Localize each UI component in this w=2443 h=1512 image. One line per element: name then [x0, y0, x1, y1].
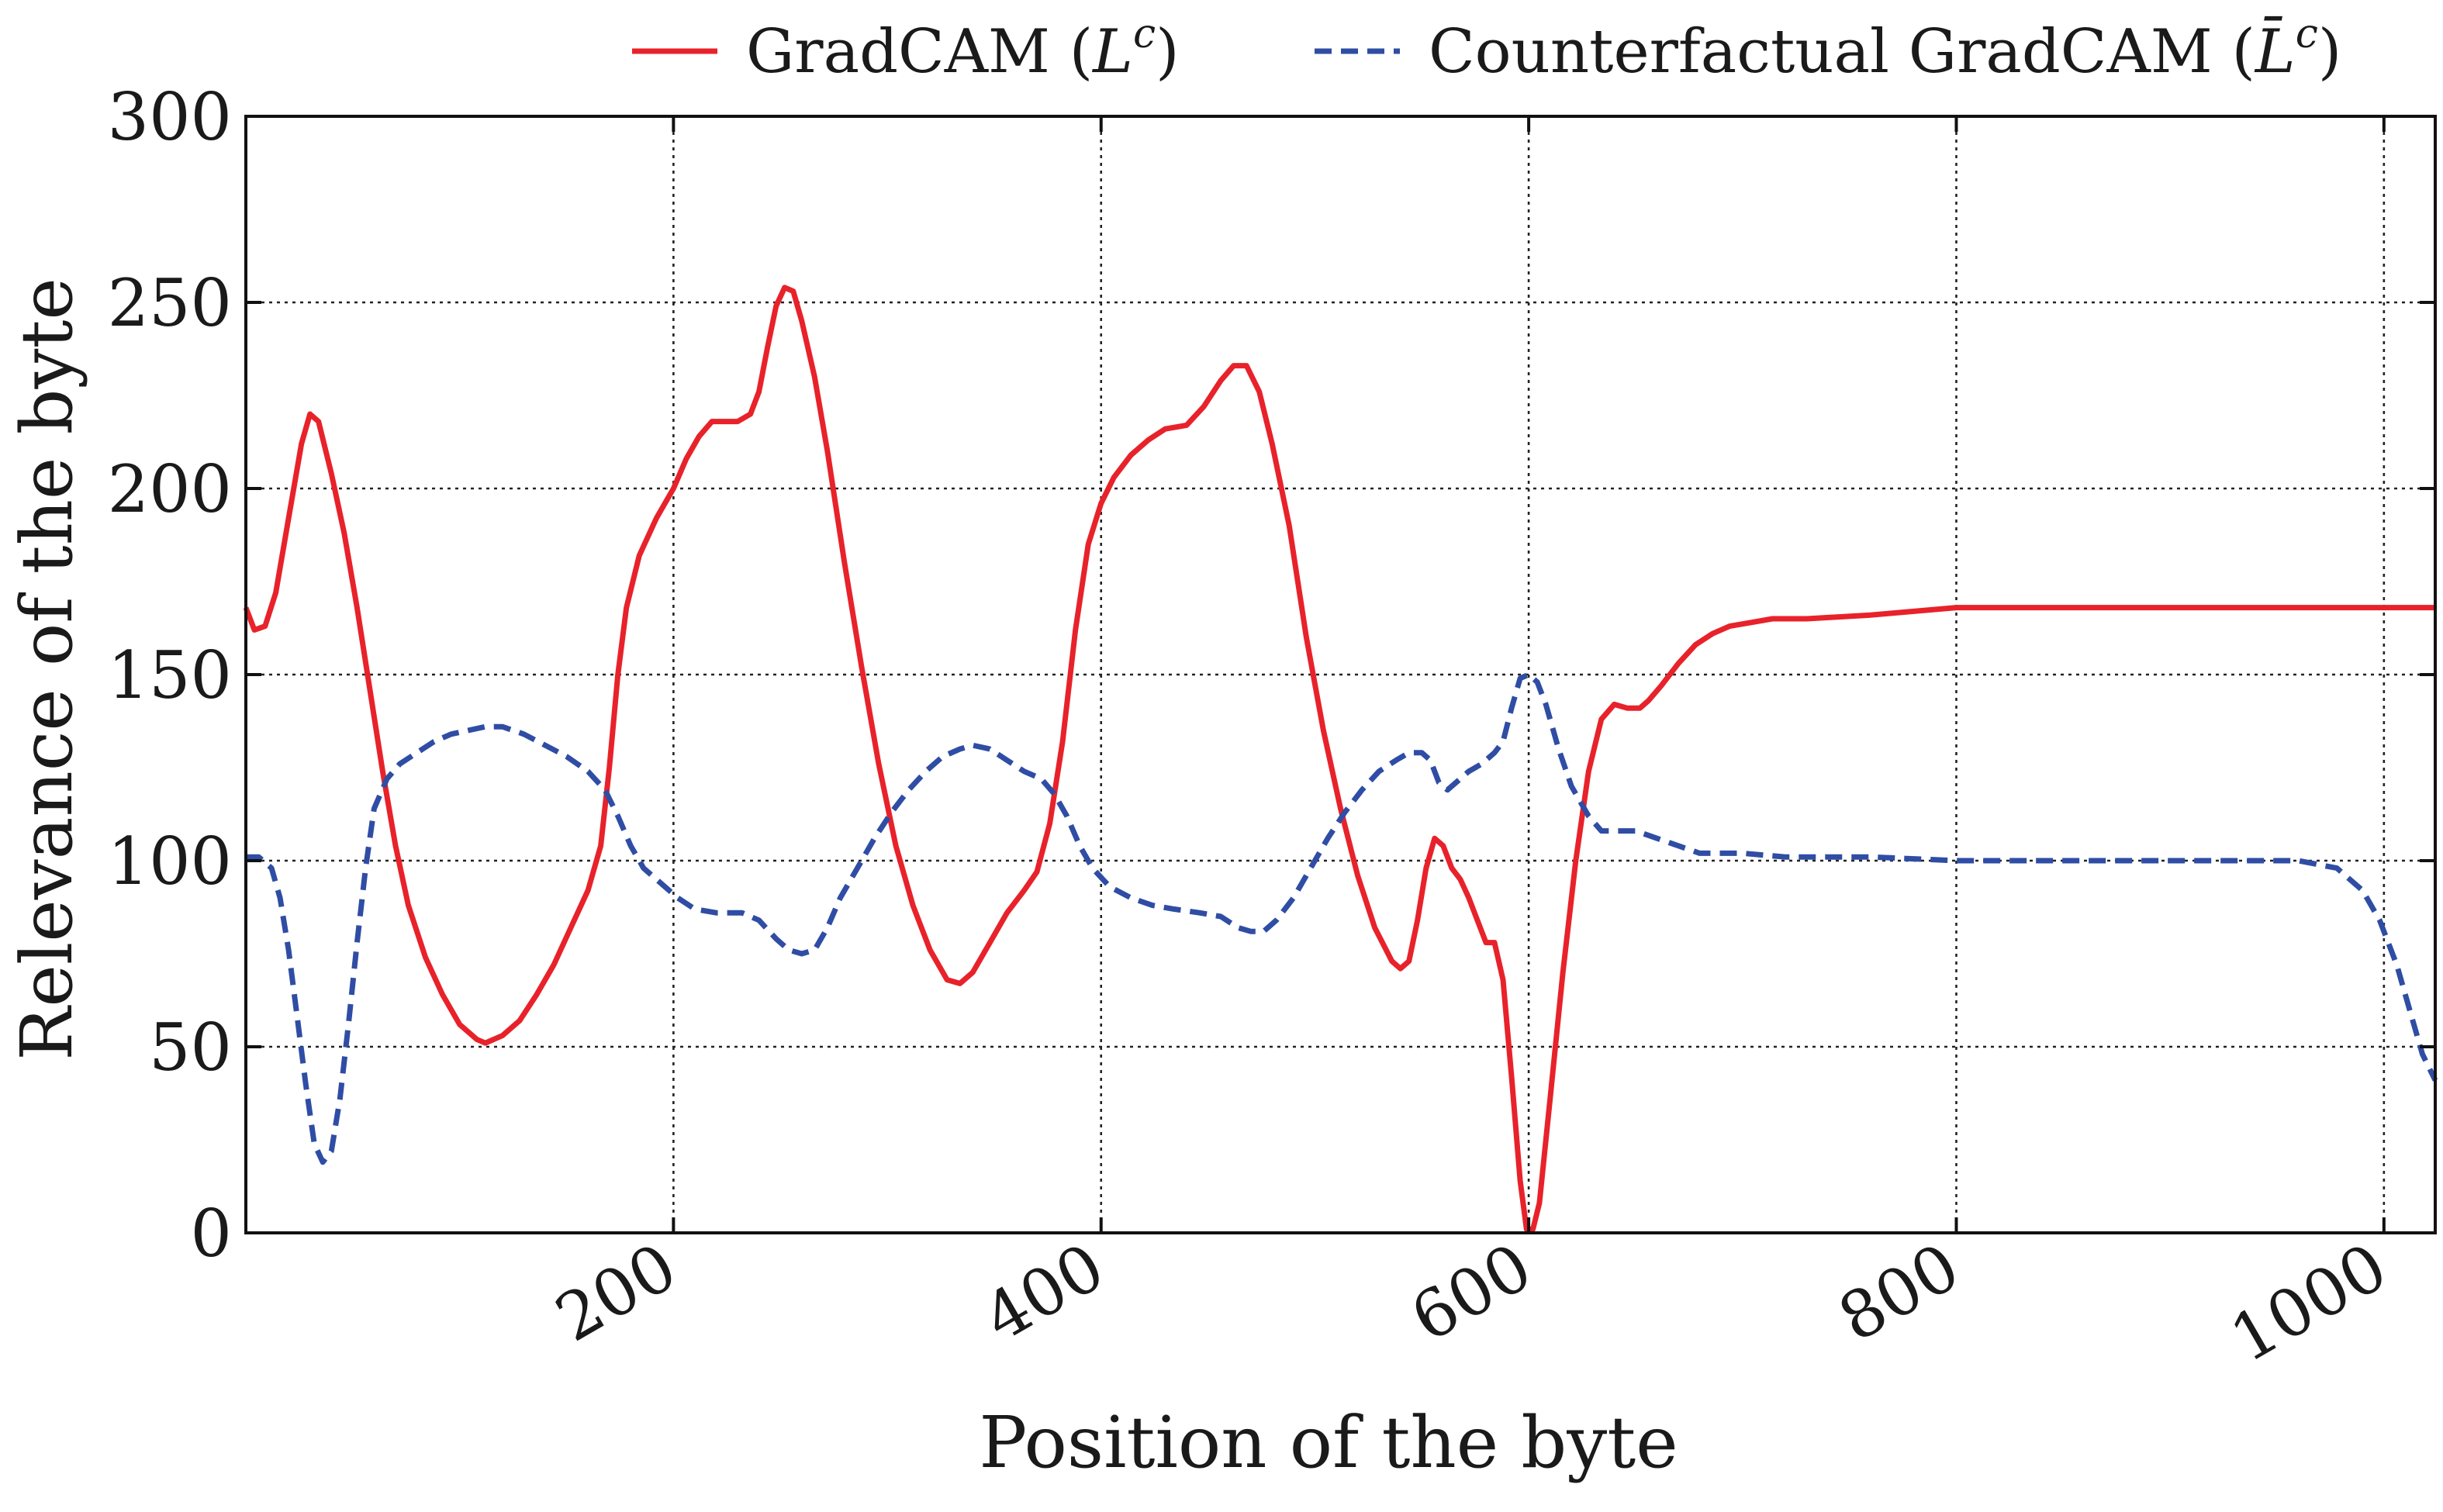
y-tick-label-250: 250	[108, 265, 232, 341]
grid-lines	[246, 116, 2435, 1233]
y-tick-label-50: 50	[149, 1010, 232, 1086]
x-tick-label-200: 200	[544, 1228, 689, 1356]
legend-label-counterfactual: Counterfactual GradCAM (L̄c)	[1429, 11, 2341, 87]
x-axis-title: Position of the byte	[979, 1401, 1678, 1484]
y-tick-label-200: 200	[108, 451, 232, 527]
y-axis-title: Relevance of the byte	[5, 278, 88, 1061]
x-tick-label-400: 400	[971, 1228, 1117, 1356]
y-tick-label-0: 0	[191, 1196, 232, 1272]
axis-ticks: 0 50 100 150 200 250 300 200 400 600 800 1000	[108, 79, 2435, 1377]
y-tick-label-150: 150	[108, 637, 232, 713]
legend-label-gradcam: GradCAM (Lc)	[746, 11, 1180, 87]
y-tick-label-300: 300	[108, 79, 232, 155]
x-tick-label-800: 800	[1826, 1228, 1972, 1356]
x-tick-label-600: 600	[1398, 1228, 1544, 1356]
series-line-gradcam	[243, 285, 2435, 1232]
legend: GradCAM (Lc) Counterfactual GradCAM (L̄c…	[632, 11, 2341, 87]
series-layer	[243, 285, 2438, 1232]
y-tick-label-100: 100	[108, 823, 232, 899]
series-line-counterfactual-gradcam	[246, 671, 2438, 1165]
x-tick-label-1000: 1000	[2218, 1228, 2400, 1377]
